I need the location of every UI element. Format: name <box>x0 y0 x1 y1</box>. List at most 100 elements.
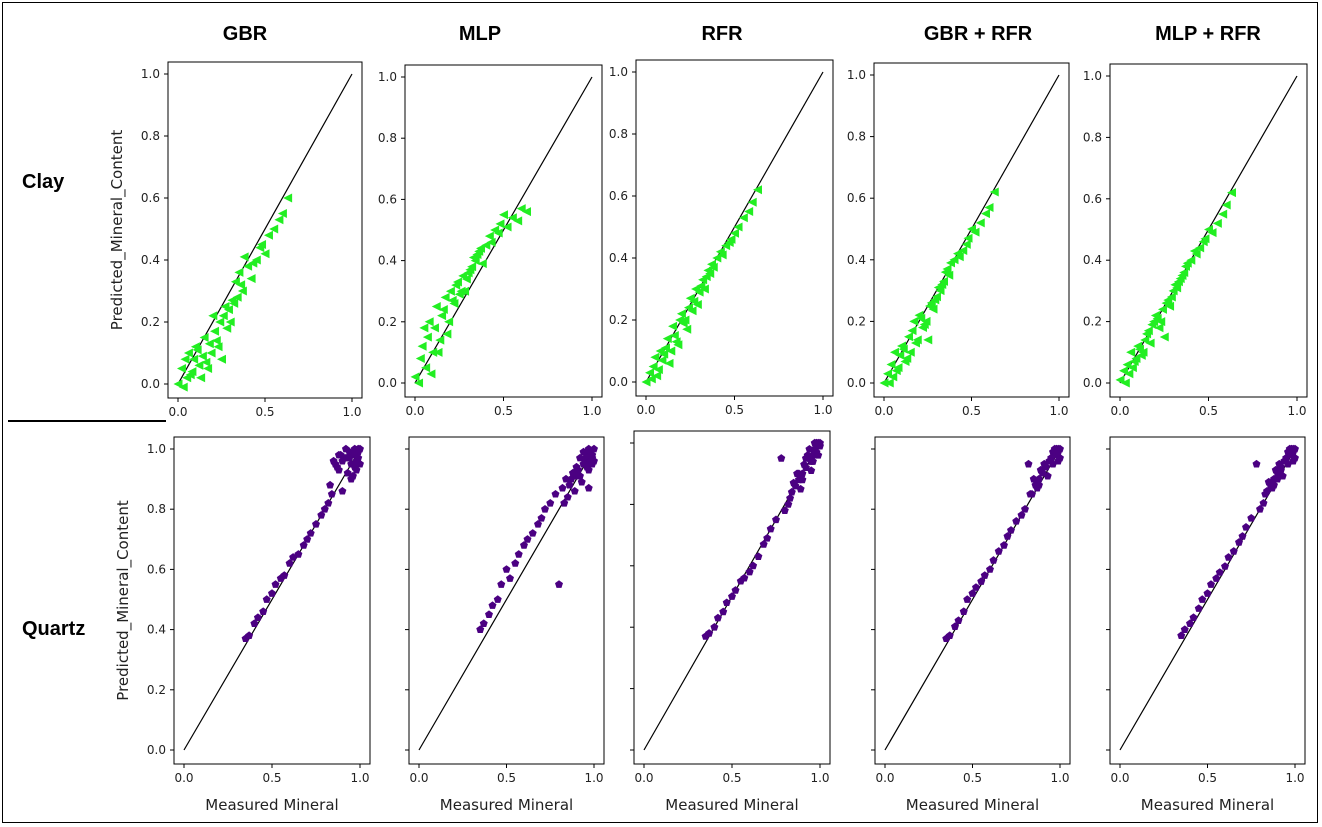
data-point-clay-gbr-rfr <box>942 264 952 274</box>
identity-line-quartz-gbr <box>183 448 361 751</box>
data-point-quartz-rfr <box>786 494 795 502</box>
data-point-clay-gbr <box>211 336 221 346</box>
data-point-quartz-mlp-rfr <box>1277 465 1285 474</box>
data-point-quartz-rfr <box>780 506 789 514</box>
column-title-gbr-rfr: GBR + RFR <box>924 23 1033 45</box>
data-point-clay-rfr <box>673 340 683 350</box>
data-point-quartz-gbr-rfr <box>980 571 989 579</box>
data-point-clay-rfr <box>662 334 672 344</box>
data-point-quartz-mlp-rfr <box>1229 547 1238 555</box>
data-point-quartz-mlp-rfr <box>1194 604 1203 612</box>
data-point-quartz-gbr <box>320 505 329 513</box>
data-point-clay-mlp <box>507 213 517 223</box>
data-point-clay-rfr <box>738 213 748 223</box>
data-point-clay-mlp-rfr <box>1145 338 1155 348</box>
data-point-clay-mlp-rfr <box>1138 347 1148 357</box>
data-point-clay-mlp <box>484 231 494 241</box>
data-point-clay-gbr <box>246 274 256 284</box>
y-tick-label-clay-rfr: 0.4 <box>609 251 628 265</box>
data-point-quartz-gbr-rfr <box>1000 541 1008 549</box>
data-point-quartz-rfr <box>814 451 823 459</box>
data-point-quartz-gbr <box>262 595 271 603</box>
data-point-quartz-mlp-rfr <box>1180 625 1189 633</box>
data-point-clay-mlp <box>456 286 466 296</box>
data-point-clay-gbr-rfr <box>930 295 940 305</box>
data-point-quartz-gbr-rfr <box>951 622 959 630</box>
data-point-clay-gbr <box>239 252 249 262</box>
data-point-clay-gbr <box>234 267 244 277</box>
data-point-quartz-gbr <box>333 462 342 471</box>
data-point-quartz-rfr <box>759 540 768 548</box>
data-point-quartz-rfr <box>749 561 758 570</box>
data-point-quartz-gbr <box>280 571 289 579</box>
data-point-quartz-gbr-rfr <box>1045 456 1054 465</box>
data-point-quartz-rfr <box>754 552 763 560</box>
data-point-clay-gbr-rfr <box>909 316 919 326</box>
data-point-clay-mlp <box>424 317 434 327</box>
data-point-clay-rfr <box>733 222 743 232</box>
data-point-quartz-mlp-rfr <box>1270 480 1278 489</box>
data-point-clay-gbr <box>218 311 228 321</box>
data-point-clay-mlp-rfr <box>1212 218 1222 228</box>
data-point-clay-rfr <box>657 355 667 365</box>
data-point-clay-gbr-rfr <box>904 332 913 342</box>
data-point-clay-gbr <box>277 209 287 218</box>
data-point-clay-mlp <box>435 335 445 345</box>
data-point-clay-mlp <box>513 216 523 226</box>
data-point-quartz-mlp <box>479 619 488 627</box>
x-tick-label-clay-mlp-rfr: 0.5 <box>1199 404 1218 418</box>
data-point-clay-gbr <box>283 193 293 203</box>
data-point-clay-mlp <box>422 332 432 342</box>
data-point-quartz-mlp <box>584 483 593 492</box>
x-tick-label-clay-gbr-rfr: 1.0 <box>1049 404 1068 418</box>
data-point-clay-gbr-rfr <box>890 347 899 357</box>
x-tick-label-clay-gbr: 0.0 <box>168 405 187 419</box>
data-point-quartz-mlp-rfr <box>1212 574 1221 582</box>
data-point-clay-gbr <box>173 379 183 389</box>
data-point-quartz-gbr-rfr <box>977 577 986 585</box>
data-point-clay-mlp <box>465 265 475 275</box>
data-point-quartz-gbr-rfr <box>1007 526 1015 534</box>
data-point-clay-rfr <box>744 207 754 216</box>
y-tick-label-clay-mlp: 1.0 <box>378 70 397 84</box>
data-point-quartz-rfr <box>789 478 798 487</box>
data-point-clay-rfr <box>666 346 676 356</box>
data-point-quartz-mlp-rfr <box>1207 580 1215 588</box>
x-tick-label-quartz-mlp: 0.5 <box>497 771 516 785</box>
data-point-quartz-gbr-rfr <box>1003 532 1012 540</box>
data-point-quartz-gbr <box>271 580 280 588</box>
data-point-clay-mlp-rfr <box>1119 366 1129 376</box>
data-point-clay-gbr <box>176 364 186 373</box>
data-point-quartz-rfr <box>710 623 719 631</box>
data-point-quartz-mlp <box>558 483 567 492</box>
data-point-clay-mlp <box>433 347 443 357</box>
identity-line-quartz-mlp-rfr <box>1119 448 1296 751</box>
y-tick-label-quartz-gbr: 0.0 <box>147 743 166 757</box>
x-axis-label-quartz-gbr: Measured Mineral <box>205 796 338 814</box>
data-point-clay-gbr-rfr <box>923 335 933 345</box>
y-tick-label-clay-rfr: 0.0 <box>609 375 628 389</box>
x-tick-label-clay-gbr: 0.5 <box>255 405 274 419</box>
data-point-clay-mlp <box>481 240 491 250</box>
data-point-quartz-mlp <box>485 610 493 618</box>
x-tick-label-quartz-rfr: 0.0 <box>634 771 653 785</box>
data-point-quartz-gbr <box>299 541 308 549</box>
x-tick-label-clay-gbr-rfr: 0.5 <box>962 404 981 418</box>
data-point-quartz-mlp <box>520 541 528 549</box>
data-point-quartz-rfr <box>719 607 728 616</box>
x-tick-label-clay-mlp: 0.0 <box>405 404 424 418</box>
data-point-quartz-mlp <box>563 492 572 501</box>
data-point-quartz-rfr <box>796 484 805 493</box>
data-point-quartz-rfr <box>801 454 810 462</box>
data-point-quartz-gbr-rfr <box>945 631 954 640</box>
data-point-quartz-gbr <box>338 486 347 495</box>
data-point-clay-gbr-rfr <box>902 353 912 363</box>
data-point-quartz-mlp <box>576 453 584 462</box>
data-point-quartz-mlp <box>555 580 563 588</box>
data-point-quartz-gbr-rfr <box>1021 505 1029 513</box>
x-tick-label-quartz-rfr: 1.0 <box>810 771 829 785</box>
data-point-clay-mlp <box>447 295 457 305</box>
data-point-quartz-mlp-rfr <box>1256 505 1264 513</box>
